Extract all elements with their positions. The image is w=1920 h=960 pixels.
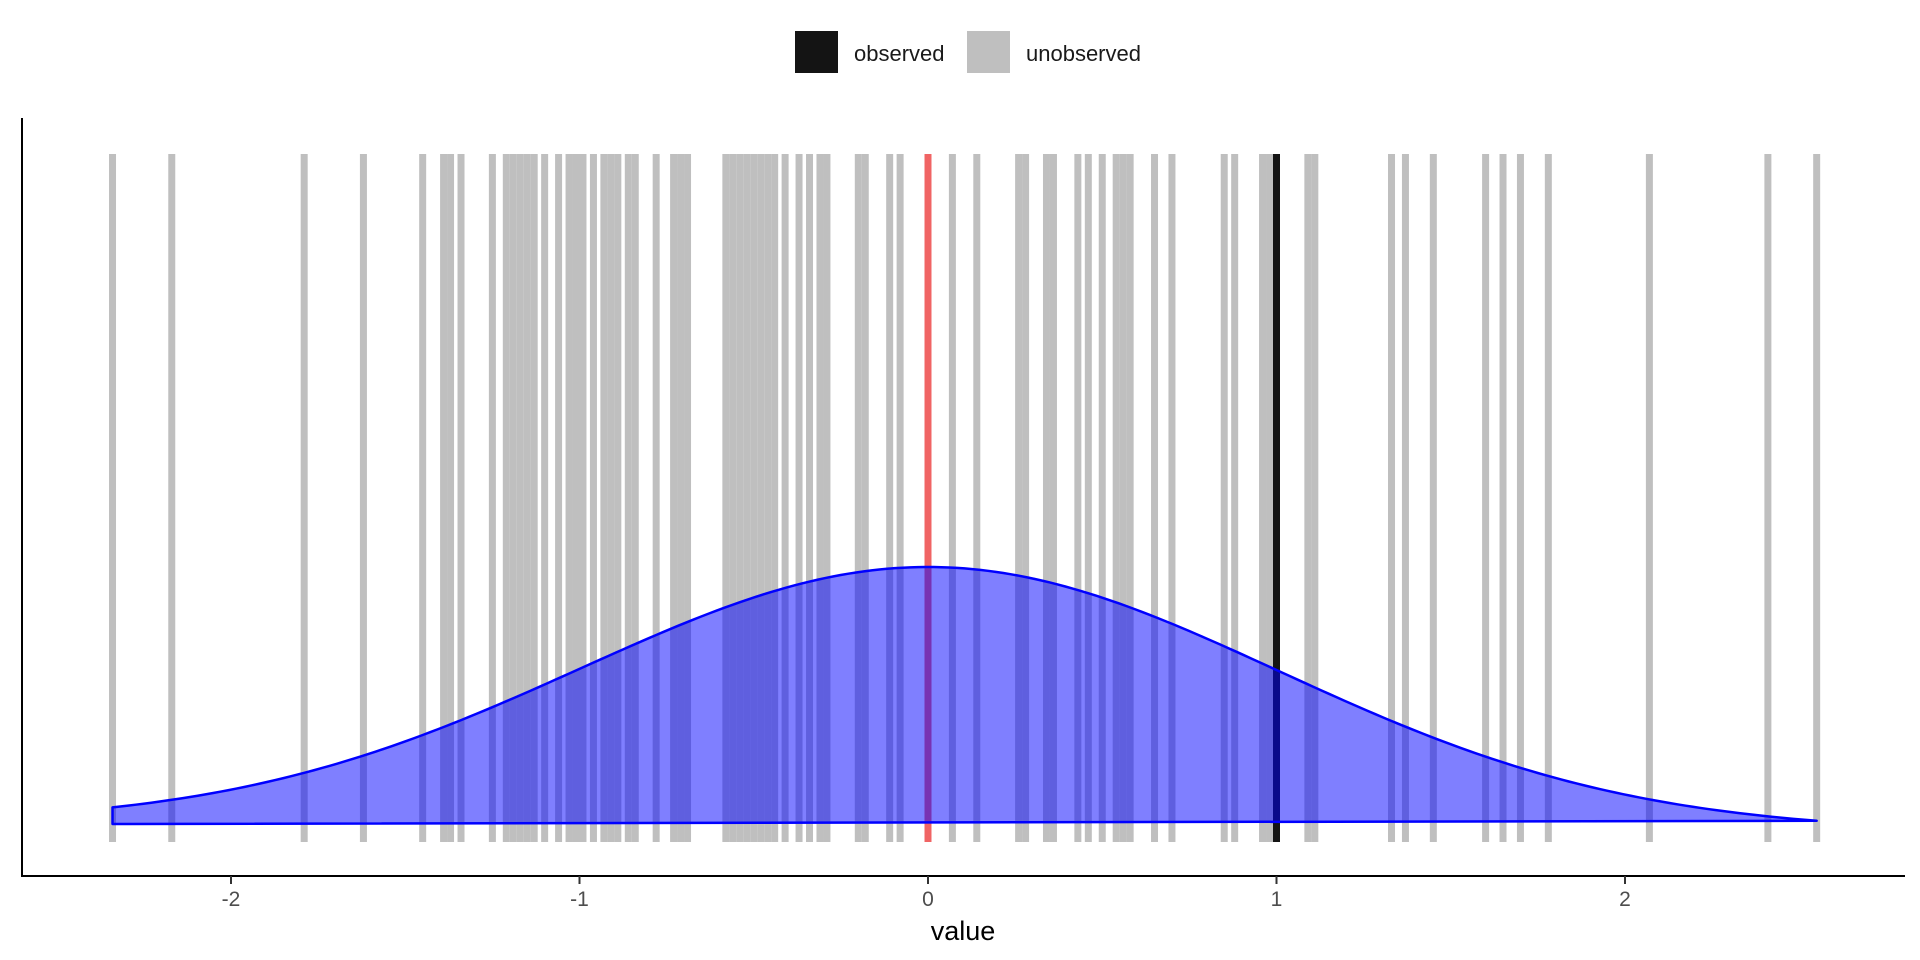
unobserved-line: [572, 154, 580, 842]
unobserved-line: [1259, 154, 1267, 842]
legend-label-unobserved: unobserved: [1026, 41, 1141, 66]
unobserved-line: [743, 154, 751, 842]
unobserved-line: [530, 154, 538, 842]
legend-key-unobserved: [967, 31, 1010, 73]
unobserved-line: [1119, 154, 1127, 842]
unobserved-line: [1168, 154, 1176, 842]
unobserved-line: [795, 154, 803, 842]
unobserved-line: [624, 154, 632, 842]
legend-key-observed: [795, 31, 838, 73]
unobserved-line: [1429, 154, 1437, 842]
unobserved-line: [1401, 154, 1409, 842]
unobserved-line: [607, 154, 615, 842]
unobserved-line: [1645, 154, 1653, 842]
unobserved-line: [300, 154, 308, 842]
unobserved-line: [823, 154, 831, 842]
unobserved-line: [1482, 154, 1490, 842]
unobserved-line: [1388, 154, 1396, 842]
unobserved-line: [764, 154, 772, 842]
x-tick-label: -2: [222, 888, 241, 911]
unobserved-line: [1112, 154, 1120, 842]
unobserved-line: [670, 154, 678, 842]
unobserved-line: [854, 154, 862, 842]
unobserved-line: [447, 154, 455, 842]
unobserved-line: [631, 154, 639, 842]
unobserved-line: [440, 154, 448, 842]
unobserved-line: [509, 154, 517, 842]
unobserved-line: [1151, 154, 1159, 842]
unobserved-line: [600, 154, 608, 842]
unobserved-line: [861, 154, 869, 842]
x-tick-label: -1: [570, 888, 589, 911]
unobserved-line: [677, 154, 685, 842]
unobserved-line: [555, 154, 563, 842]
unobserved-line: [457, 154, 465, 842]
unobserved-line: [1516, 154, 1524, 842]
unobserved-line: [1304, 154, 1312, 842]
legend-label-observed: observed: [854, 41, 945, 66]
unobserved-line: [589, 154, 597, 842]
unobserved-line: [1220, 154, 1228, 842]
unobserved-line: [614, 154, 622, 842]
unobserved-line: [109, 154, 117, 842]
x-axis-ticks: -2 -1 0 1 2: [222, 876, 1631, 911]
unobserved-line: [1231, 154, 1239, 842]
unobserved-line: [1042, 154, 1050, 842]
reference-lines: [924, 154, 1280, 842]
unobserved-line: [565, 154, 573, 842]
unobserved-lines: [109, 154, 1821, 842]
unobserved-line: [1126, 154, 1134, 842]
unobserved-line: [886, 154, 894, 842]
x-tick-label: 0: [922, 888, 934, 911]
unobserved-line: [1266, 154, 1274, 842]
unobserved-line: [419, 154, 427, 842]
density-curve-group: [111, 565, 1818, 826]
unobserved-line: [168, 154, 176, 842]
unobserved-line: [652, 154, 660, 842]
observed-line: [1273, 154, 1280, 842]
unobserved-line: [1764, 154, 1772, 842]
unobserved-line: [523, 154, 531, 842]
unobserved-line: [896, 154, 904, 842]
unobserved-line: [722, 154, 730, 842]
unobserved-line: [502, 154, 510, 842]
unobserved-line: [1049, 154, 1057, 842]
x-tick-label: 2: [1619, 888, 1631, 911]
unobserved-line: [781, 154, 789, 842]
unobserved-line: [736, 154, 744, 842]
unobserved-line: [1022, 154, 1030, 842]
x-axis-title: value: [931, 916, 996, 946]
legend: observed unobserved: [795, 31, 1141, 73]
unobserved-line: [729, 154, 737, 842]
unobserved-line: [684, 154, 692, 842]
unobserved-line: [750, 154, 758, 842]
unobserved-line: [1311, 154, 1319, 842]
unobserved-line: [771, 154, 779, 842]
unobserved-line: [1813, 154, 1821, 842]
unobserved-line: [1098, 154, 1106, 842]
unobserved-line: [1074, 154, 1082, 842]
unobserved-line: [816, 154, 824, 842]
unobserved-line: [488, 154, 496, 842]
unobserved-line: [1015, 154, 1023, 842]
unobserved-line: [948, 154, 956, 842]
unobserved-line: [1544, 154, 1552, 842]
x-tick-label: 1: [1271, 888, 1283, 911]
unobserved-line: [579, 154, 587, 842]
unobserved-line: [359, 154, 367, 842]
unobserved-line: [973, 154, 981, 842]
density-area: [111, 565, 1818, 826]
unobserved-line: [757, 154, 765, 842]
unobserved-line: [541, 154, 549, 842]
unobserved-line: [516, 154, 524, 842]
unobserved-line: [1084, 154, 1092, 842]
unobserved-line: [806, 154, 814, 842]
mean-line: [924, 154, 932, 842]
unobserved-line: [1499, 154, 1507, 842]
